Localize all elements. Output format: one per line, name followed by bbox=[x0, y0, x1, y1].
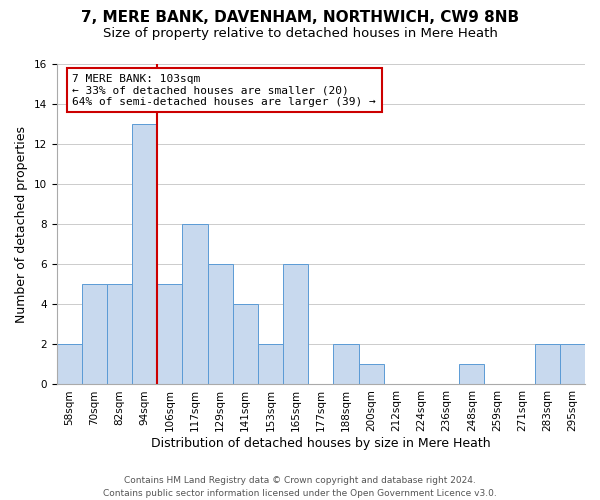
Bar bbox=[459, 364, 484, 384]
Bar bbox=[535, 344, 560, 385]
Bar bbox=[560, 344, 585, 385]
Bar bbox=[182, 224, 208, 384]
Bar bbox=[82, 284, 107, 384]
Text: 7 MERE BANK: 103sqm
← 33% of detached houses are smaller (20)
64% of semi-detach: 7 MERE BANK: 103sqm ← 33% of detached ho… bbox=[73, 74, 376, 107]
Bar bbox=[258, 344, 283, 385]
Bar bbox=[132, 124, 157, 384]
Bar bbox=[334, 344, 359, 385]
Bar bbox=[157, 284, 182, 384]
X-axis label: Distribution of detached houses by size in Mere Heath: Distribution of detached houses by size … bbox=[151, 437, 491, 450]
Text: Size of property relative to detached houses in Mere Heath: Size of property relative to detached ho… bbox=[103, 28, 497, 40]
Text: 7, MERE BANK, DAVENHAM, NORTHWICH, CW9 8NB: 7, MERE BANK, DAVENHAM, NORTHWICH, CW9 8… bbox=[81, 10, 519, 25]
Bar bbox=[208, 264, 233, 384]
Y-axis label: Number of detached properties: Number of detached properties bbox=[15, 126, 28, 322]
Bar bbox=[107, 284, 132, 384]
Bar bbox=[283, 264, 308, 384]
Bar bbox=[359, 364, 383, 384]
Text: Contains HM Land Registry data © Crown copyright and database right 2024.
Contai: Contains HM Land Registry data © Crown c… bbox=[103, 476, 497, 498]
Bar bbox=[56, 344, 82, 385]
Bar bbox=[233, 304, 258, 384]
